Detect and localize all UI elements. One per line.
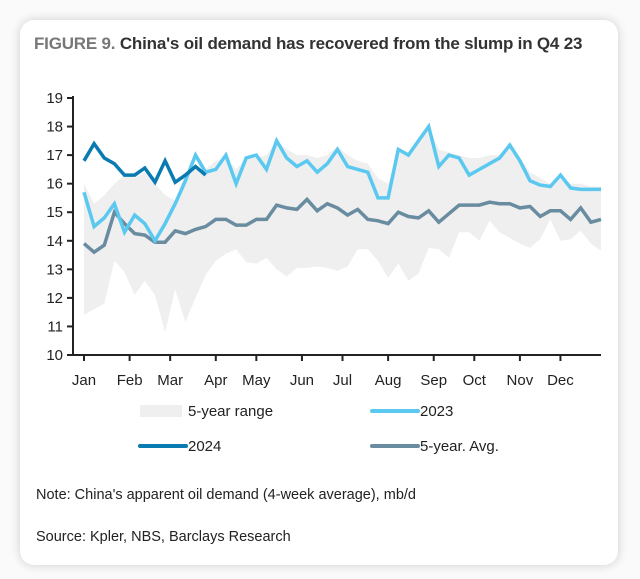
chart-source: Source: Kpler, NBS, Barclays Research bbox=[36, 529, 291, 545]
x-tick-label-may: May bbox=[242, 372, 271, 389]
series-line-2024 bbox=[82, 140, 207, 186]
y-tick-label: 14 bbox=[46, 233, 63, 250]
legend-label-range: 5-year range bbox=[188, 403, 273, 420]
y-tick-label: 11 bbox=[47, 318, 63, 335]
y-tick-label: 10 bbox=[46, 347, 63, 364]
series-line-2023 bbox=[82, 122, 601, 245]
chart-note: Note: China's apparent oil demand (4-wee… bbox=[36, 487, 416, 503]
x-tick-label-jun: Jun bbox=[290, 372, 314, 389]
x-tick-label-nov: Nov bbox=[507, 372, 534, 389]
range-area bbox=[84, 126, 601, 333]
legend-swatch-range bbox=[140, 405, 182, 417]
y-tick-label: 12 bbox=[46, 290, 63, 307]
x-tick-label-feb: Feb bbox=[117, 372, 143, 389]
legend-label-y2024: 2024 bbox=[188, 438, 221, 455]
legend-label-avg: 5-year. Avg. bbox=[420, 438, 499, 455]
x-tick-label-dec: Dec bbox=[547, 372, 574, 389]
figure-title-text: China's oil demand has recovered from th… bbox=[119, 34, 583, 53]
figure-title: FIGURE 9. China's oil demand has recover… bbox=[34, 34, 582, 54]
x-tick-label-jan: Jan bbox=[72, 372, 96, 389]
y-tick-label: 16 bbox=[46, 176, 63, 193]
legend-label-y2023: 2023 bbox=[420, 403, 453, 420]
y-tick-label: 15 bbox=[46, 204, 63, 221]
plot-area bbox=[82, 122, 602, 333]
x-tick-label-jul: Jul bbox=[333, 372, 352, 389]
x-tick-label-mar: Mar bbox=[157, 372, 183, 389]
x-tick-label-sep: Sep bbox=[420, 372, 447, 389]
x-tick-label-oct: Oct bbox=[463, 372, 487, 389]
x-tick-label-apr: Apr bbox=[204, 372, 227, 389]
y-tick-label: 19 bbox=[46, 90, 63, 107]
y-tick-label: 17 bbox=[46, 147, 63, 164]
legend: 5-year range 2023 2024 5-year. Avg. bbox=[138, 403, 499, 455]
figure-label: FIGURE 9. bbox=[34, 34, 116, 53]
x-tick-label-aug: Aug bbox=[375, 372, 402, 389]
series-line-5yr-avg bbox=[82, 196, 602, 255]
axes: 10 11 12 13 14 15 16 17 18 19 Jan Feb Mar Apr May Jun Ju… bbox=[46, 90, 601, 389]
y-tick-label: 18 bbox=[46, 119, 63, 136]
y-tick-label: 13 bbox=[46, 261, 63, 278]
figure-card bbox=[20, 20, 618, 565]
